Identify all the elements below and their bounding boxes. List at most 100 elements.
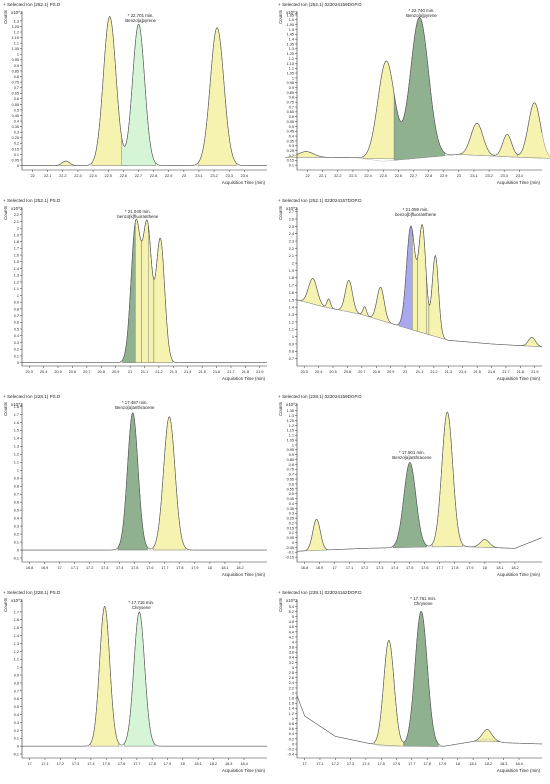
y-tick-label: 1.5 xyxy=(289,28,294,32)
x-tick-label: 17.1 xyxy=(316,762,323,766)
panel-header: + Selected Ion (252.1) 023024157DOP.D xyxy=(278,198,362,203)
peak-area xyxy=(495,134,520,157)
y-tick-label: 0.6 xyxy=(14,501,19,505)
y-tick-label: 1.3 xyxy=(14,445,19,449)
peak-annotation: * 17.501 min.Benzo[a]anthracene xyxy=(392,450,431,460)
x-tick-label: 21.8 xyxy=(242,370,249,374)
x-tick-label: 21.5 xyxy=(198,370,205,374)
x-tick-label: 17.4 xyxy=(87,762,94,766)
y-tick-label: 2.6 xyxy=(289,676,294,680)
y-tick-label: 0.3 xyxy=(14,341,19,345)
y-tick-label: -0.15 xyxy=(285,556,294,560)
x-tick-label: 17.5 xyxy=(406,566,413,570)
x-tick-label: 17.8 xyxy=(423,762,430,766)
y-tick-label: 2 xyxy=(292,691,294,695)
y-tick-label: 1.05 xyxy=(12,47,19,51)
y-tick-label: 1.25 xyxy=(287,419,294,423)
y-tick-label: 1.25 xyxy=(287,52,294,56)
x-tick-label: 23.3 xyxy=(225,174,232,178)
x-tick-label: 18.2 xyxy=(511,566,518,570)
y-tick-label: 3 xyxy=(292,666,294,670)
y-tick-label: 0.55 xyxy=(12,103,19,107)
x-tick-label: 20.3 xyxy=(301,370,308,374)
y-tick-label: 0.95 xyxy=(287,448,294,452)
y-tick-label: 1 xyxy=(292,443,294,447)
x-tick-label: 22.9 xyxy=(440,174,447,178)
y-tick-label: 5 xyxy=(292,615,294,619)
x-tick-label: 21.9 xyxy=(531,370,538,374)
y-tick-label: 1.3 xyxy=(14,642,19,646)
x-tick-label: 22.6 xyxy=(395,174,402,178)
y-tick-label: 1.5 xyxy=(289,298,294,302)
y-unit-label: x10^2 xyxy=(11,598,23,603)
y-tick-label: 0.25 xyxy=(287,149,294,153)
y-tick-label: 0.5 xyxy=(14,327,19,331)
x-tick-label: 17.6 xyxy=(421,566,428,570)
y-axis-label: Counts xyxy=(3,10,8,24)
x-tick-label: 18.1 xyxy=(221,566,228,570)
y-axis-label: Counts xyxy=(278,598,283,612)
y-tick-label: 1.55 xyxy=(287,23,294,27)
x-tick-label: 17.5 xyxy=(131,566,138,570)
x-tick-label: 17.3 xyxy=(101,566,108,570)
x-tick-label: 17.1 xyxy=(346,566,353,570)
y-tick-label: 1.6 xyxy=(289,18,294,22)
x-tick-label: 21.2 xyxy=(430,370,437,374)
y-tick-label: -0.2 xyxy=(287,747,294,751)
y-tick-label: 1.2 xyxy=(14,280,19,284)
x-tick-label: 21.4 xyxy=(459,370,466,374)
x-tick-label: 17.2 xyxy=(86,566,93,570)
y-tick-label: 0.1 xyxy=(289,531,294,535)
y-tick-label: 0.6 xyxy=(289,482,294,486)
y-tick-label: 1.9 xyxy=(289,269,294,273)
y-tick-label: 1.6 xyxy=(289,702,294,706)
x-tick-label: 22.2 xyxy=(59,174,66,178)
y-tick-label: 1.5 xyxy=(14,429,19,433)
y-tick-label: 0.4 xyxy=(14,119,19,123)
y-tick-label: 1.15 xyxy=(287,62,294,66)
y-tick-label: 1.35 xyxy=(287,409,294,413)
y-tick-label: 0.75 xyxy=(287,101,294,105)
peak-area xyxy=(394,17,445,160)
compound-name-label: Chrysene xyxy=(410,601,436,606)
y-tick-label: 2.3 xyxy=(289,239,294,243)
y-axis-label: Counts xyxy=(278,10,283,24)
y-tick-label: 0.6 xyxy=(14,697,19,701)
y-tick-label: 1.6 xyxy=(14,618,19,622)
y-tick-label: 0.4 xyxy=(289,732,294,736)
y-tick-label: 0.9 xyxy=(14,673,19,677)
y-tick-label: 0.8 xyxy=(289,722,294,726)
x-tick-label: 17.7 xyxy=(133,762,140,766)
y-tick-label: 1.15 xyxy=(12,36,19,40)
y-tick-label: 1.4 xyxy=(289,306,294,310)
y-tick-label: 0.3 xyxy=(14,131,19,135)
y-tick-label: 0.1 xyxy=(289,164,294,168)
y-tick-label: 0 xyxy=(17,548,19,552)
x-tick-label: 18.1 xyxy=(469,762,476,766)
y-tick-label: 0.8 xyxy=(14,485,19,489)
x-tick-label: 17.9 xyxy=(439,762,446,766)
x-tick-label: 21.7 xyxy=(227,370,234,374)
chromatogram-svg: -0.4-0.200.20.40.60.811.21.41.61.822.22.… xyxy=(275,588,550,784)
chromatogram-svg: -0.100.10.20.30.40.50.60.70.80.911.11.21… xyxy=(0,392,275,588)
y-tick-label: 0.9 xyxy=(289,453,294,457)
y-tick-label: 3.2 xyxy=(289,661,294,665)
y-tick-label: 0.25 xyxy=(287,517,294,521)
x-tick-label: 20.6 xyxy=(344,370,351,374)
x-tick-label: 20.7 xyxy=(83,370,90,374)
x-axis-label: Acquisition Time (min) xyxy=(497,376,540,381)
y-tick-label: 1.1 xyxy=(289,328,294,332)
y-tick-label: 1 xyxy=(17,666,19,670)
y-tick-label: 4.6 xyxy=(289,625,294,629)
chromatogram-svg: -0.100.10.20.30.40.50.60.70.80.911.11.21… xyxy=(0,588,275,784)
y-tick-label: 1.4 xyxy=(14,634,19,638)
x-tick-label: 23.2 xyxy=(210,174,217,178)
y-tick-label: 1.45 xyxy=(287,33,294,37)
x-tick-label: 20.7 xyxy=(358,370,365,374)
x-tick-label: 21.2 xyxy=(155,370,162,374)
y-tick-label: 0.25 xyxy=(12,136,19,140)
y-tick-label: 1 xyxy=(292,717,294,721)
y-tick-label: 0.9 xyxy=(14,477,19,481)
